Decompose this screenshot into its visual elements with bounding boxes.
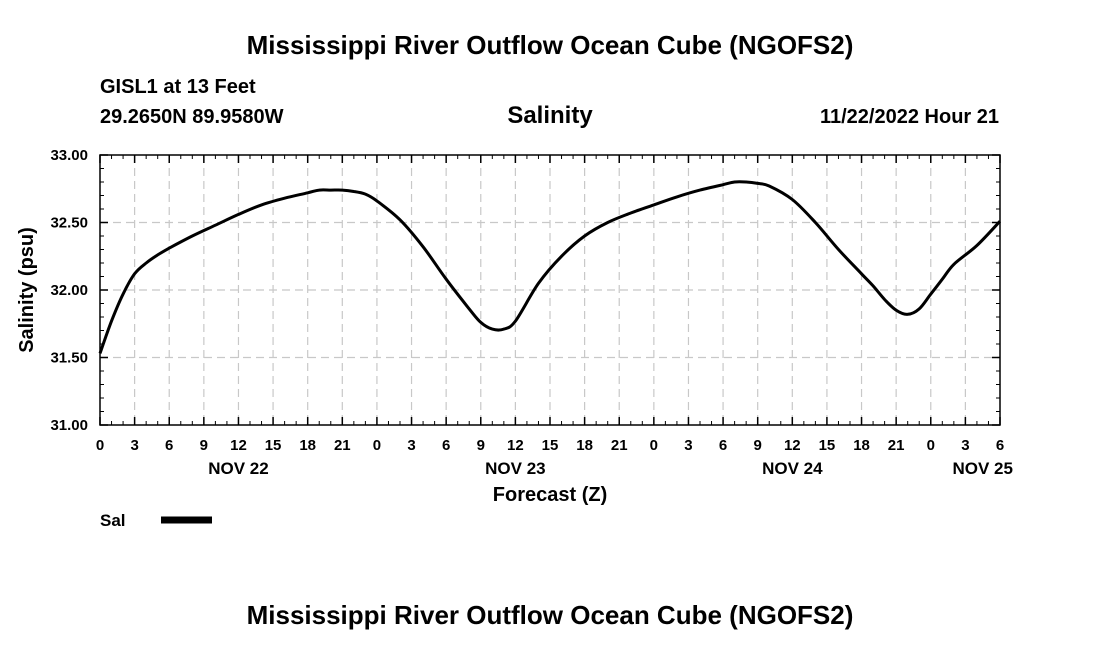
x-tick-label: 15 [542, 437, 559, 454]
x-tick-label: 12 [230, 437, 247, 454]
x-day-label: NOV 25 [952, 459, 1012, 478]
variable-title: Salinity [507, 102, 593, 129]
x-tick-label: 21 [334, 437, 351, 454]
x-tick-label: 12 [507, 437, 524, 454]
y-tick-label: 31.50 [50, 350, 88, 367]
station-coordinates: 29.2650N 89.9580W [100, 106, 284, 128]
x-tick-label: 6 [442, 437, 450, 454]
x-tick-label: 18 [576, 437, 593, 454]
x-tick-label: 18 [299, 437, 316, 454]
x-tick-label: 0 [96, 437, 104, 454]
x-day-label: NOV 22 [208, 459, 268, 478]
station-label: GISL1 at 13 Feet [100, 76, 256, 98]
axis-labels: 0 3 6 9 12 15 18 21 0 3 6 9 12 15 18 21 0 3 6 9 12 15 18 21 0 3 6 N… [50, 147, 1012, 478]
x-tick-label: 6 [165, 437, 173, 454]
x-tick-label: 15 [819, 437, 836, 454]
x-day-label: NOV 23 [485, 459, 545, 478]
legend-label: Sal [100, 511, 126, 530]
axis-ticks [99, 154, 1001, 426]
x-tick-label: 21 [611, 437, 628, 454]
x-tick-label: 12 [784, 437, 801, 454]
x-tick-label: 0 [650, 437, 658, 454]
series-layer [98, 180, 1002, 354]
x-tick-label: 3 [684, 437, 692, 454]
x-tick-label: 0 [927, 437, 935, 454]
x-tick-label: 6 [996, 437, 1004, 454]
x-tick-label: 21 [888, 437, 905, 454]
y-tick-label: 31.00 [50, 417, 88, 434]
chart-main-title: Mississippi River Outflow Ocean Cube (NG… [246, 30, 854, 60]
series-line-sal [98, 180, 1002, 354]
x-tick-label: 6 [719, 437, 727, 454]
footer-title: Mississippi River Outflow Ocean Cube (NG… [246, 600, 854, 630]
x-tick-label: 3 [130, 437, 138, 454]
x-day-label: NOV 24 [762, 459, 823, 478]
y-axis-title: Salinity (psu) [16, 227, 38, 353]
forecast-datetime: 11/22/2022 Hour 21 [819, 106, 999, 128]
x-axis-title: Forecast (Z) [493, 484, 607, 506]
x-tick-label: 15 [265, 437, 282, 454]
x-tick-label: 3 [961, 437, 969, 454]
grid-lines [100, 155, 1000, 425]
x-tick-label: 18 [853, 437, 870, 454]
x-tick-label: 3 [407, 437, 415, 454]
x-tick-label: 9 [754, 437, 762, 454]
x-tick-label: 9 [200, 437, 208, 454]
legend: Sal [100, 511, 212, 530]
y-tick-label: 32.00 [50, 282, 88, 299]
x-tick-label: 9 [477, 437, 485, 454]
x-tick-label: 0 [373, 437, 381, 454]
y-tick-label: 32.50 [50, 215, 88, 232]
y-tick-label: 33.00 [50, 147, 88, 164]
